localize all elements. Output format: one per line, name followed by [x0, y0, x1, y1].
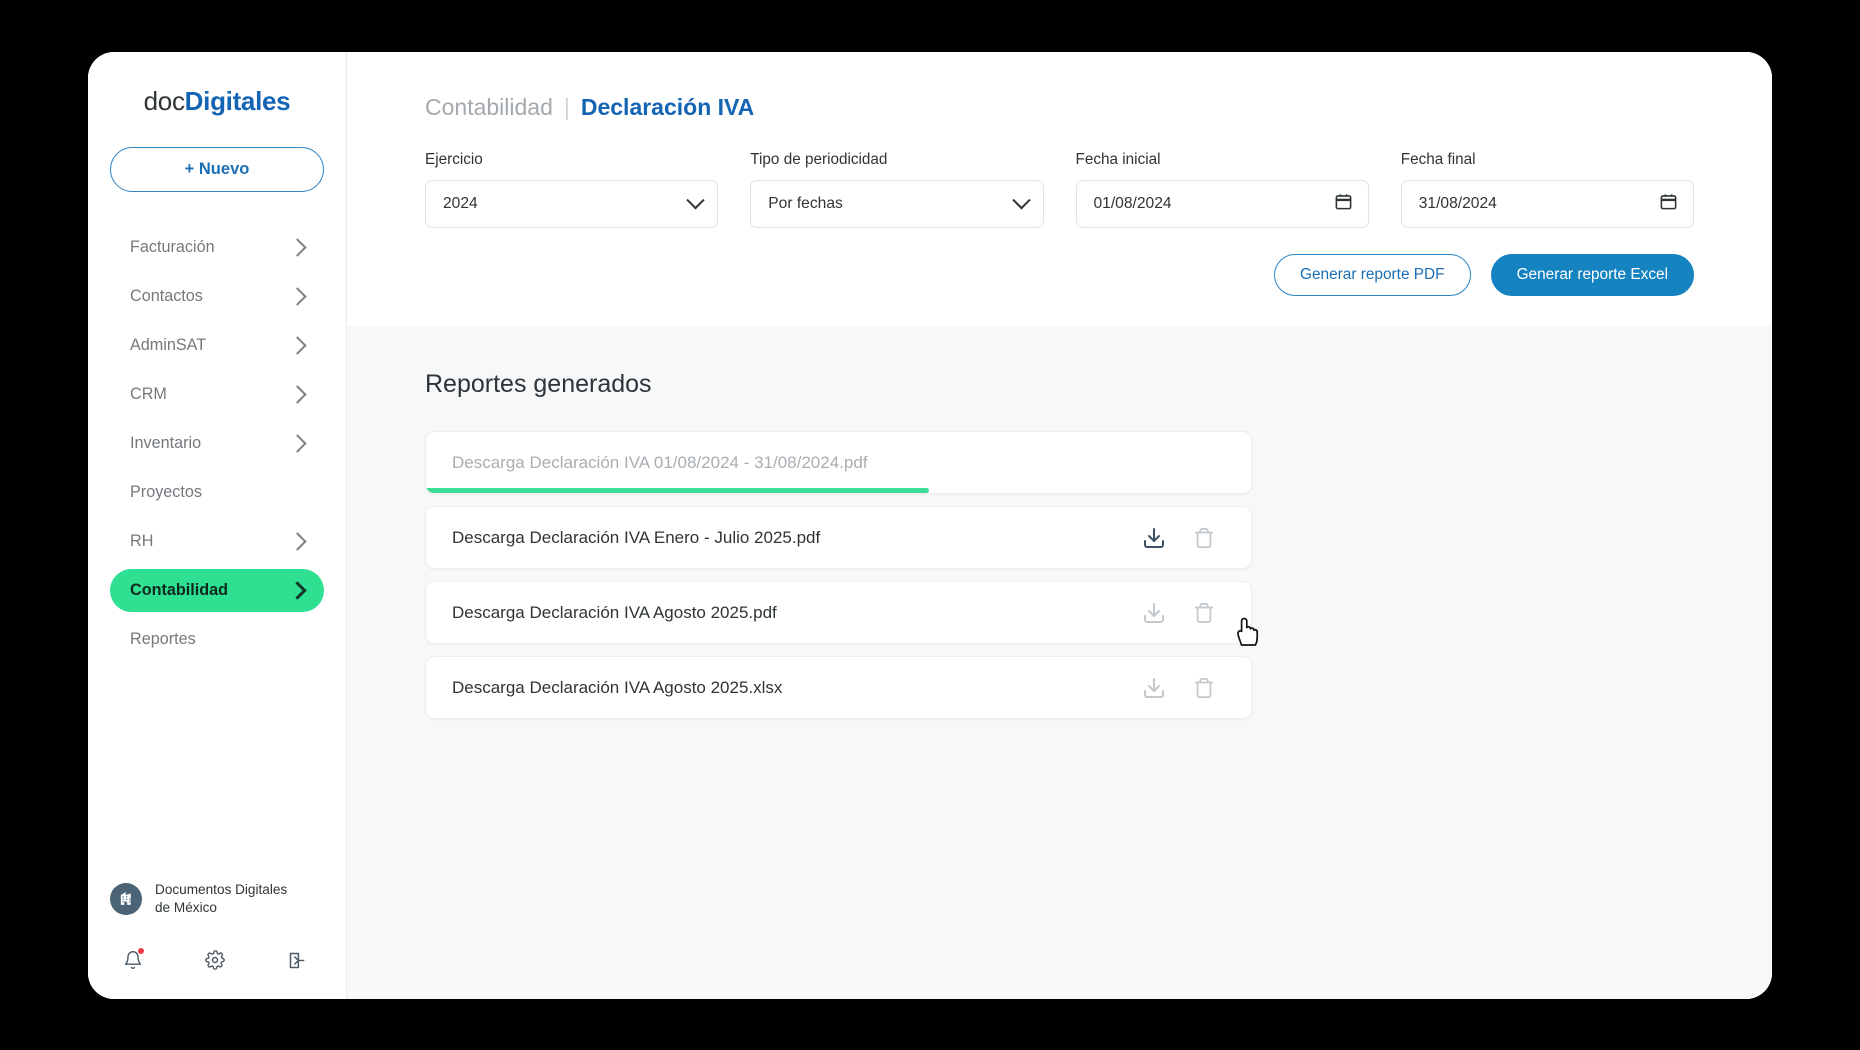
download-icon[interactable]: [1141, 675, 1167, 701]
download-progress-fill: [426, 488, 930, 493]
report-file-name: Descarga Declaración IVA Agosto 2025.pdf: [452, 602, 777, 622]
sidebar-item-label: AdminSAT: [130, 336, 207, 354]
field-ejercicio: Ejercicio 2024: [425, 151, 719, 228]
report-row[interactable]: Descarga Declaración IVA Agosto 2025.xls…: [425, 656, 1252, 719]
sidebar-item-label: Facturación: [130, 238, 215, 256]
sidebar-item-contactos[interactable]: Contactos: [110, 275, 324, 318]
ejercicio-select[interactable]: 2024: [425, 180, 719, 228]
report-list: Descarga Declaración IVA 01/08/2024 - 31…: [425, 431, 1252, 719]
fecha-inicial-input[interactable]: 01/08/2024: [1075, 180, 1369, 228]
chevron-right-icon: [288, 385, 307, 404]
topbar: Contabilidad | Declaración IVA Ejercicio…: [347, 52, 1772, 326]
sidebar-footer: Documentos Digitales de México: [88, 881, 346, 999]
sidebar-item-label: Contactos: [130, 287, 203, 305]
page-title: Declaración IVA: [580, 94, 755, 120]
trash-icon[interactable]: [1191, 525, 1217, 551]
chevron-down-icon: [1011, 190, 1031, 209]
fecha-final-input[interactable]: 31/08/2024: [1400, 180, 1694, 228]
sidebar-item-contabilidad[interactable]: Contabilidad: [110, 569, 324, 612]
sidebar-item-rh[interactable]: RH: [110, 520, 324, 563]
download-progress-bar: [426, 488, 1251, 493]
brand-logo: docDigitales: [88, 86, 346, 117]
trash-icon[interactable]: [1191, 600, 1217, 626]
building-icon: [110, 882, 142, 915]
trash-icon[interactable]: [1191, 675, 1217, 701]
app-window: docDigitales + Nuevo Facturación Contact…: [88, 52, 1772, 999]
brand-logo-doc: doc: [143, 86, 185, 116]
sidebar-item-label: Inventario: [130, 434, 202, 452]
brand-logo-digitales: Digitales: [184, 86, 291, 116]
download-icon[interactable]: [1141, 525, 1167, 551]
organization-info[interactable]: Documentos Digitales de México: [110, 881, 324, 917]
logout-icon[interactable]: [284, 947, 310, 973]
generate-pdf-button[interactable]: Generar reporte PDF: [1274, 254, 1471, 296]
organization-name: Documentos Digitales de México: [155, 881, 287, 917]
reports-section-title: Reportes generados: [425, 370, 652, 398]
generate-excel-button[interactable]: Generar reporte Excel: [1490, 254, 1694, 296]
report-row-pending: Descarga Declaración IVA 01/08/2024 - 31…: [425, 431, 1252, 494]
report-row[interactable]: Descarga Declaración IVA Enero - Julio 2…: [425, 506, 1252, 569]
breadcrumb-separator: |: [563, 94, 570, 120]
actions-row: Generar reporte PDF Generar reporte Exce…: [347, 228, 1772, 326]
row-actions: [1141, 525, 1229, 551]
report-row[interactable]: Descarga Declaración IVA Agosto 2025.pdf: [425, 581, 1252, 644]
calendar-icon[interactable]: [1659, 192, 1678, 216]
periodicidad-select[interactable]: Por fechas: [750, 180, 1044, 228]
breadcrumb-parent[interactable]: Contabilidad: [425, 94, 553, 120]
report-file-name: Descarga Declaración IVA 01/08/2024 - 31…: [452, 452, 868, 472]
sidebar-item-label: Contabilidad: [130, 581, 229, 599]
field-periodicidad: Tipo de periodicidad Por fechas: [750, 151, 1044, 228]
sidebar-item-adminsat[interactable]: AdminSAT: [110, 324, 324, 367]
organization-name-line1: Documentos Digitales: [155, 881, 288, 897]
chevron-right-icon: [288, 238, 307, 257]
chevron-right-icon: [288, 434, 307, 453]
chevron-right-icon: [288, 287, 307, 306]
notification-badge: [138, 948, 144, 954]
fecha-inicial-value: 01/08/2024: [1093, 195, 1172, 212]
main-area: Contabilidad | Declaración IVA Ejercicio…: [347, 52, 1772, 999]
chevron-right-icon: [288, 581, 307, 600]
field-label: Tipo de periodicidad: [750, 151, 888, 168]
chevron-right-icon: [288, 336, 307, 355]
content-area: Reportes generados Descarga Declaración …: [347, 326, 1772, 999]
sidebar-item-crm[interactable]: CRM: [110, 373, 324, 416]
field-label: Ejercicio: [425, 151, 483, 168]
sidebar-item-inventario[interactable]: Inventario: [110, 422, 324, 465]
ejercicio-value: 2024: [443, 195, 478, 212]
sidebar-item-label: Reportes: [130, 630, 196, 648]
sidebar-nav: Facturación Contactos AdminSAT CRM Inven…: [88, 226, 346, 667]
sidebar-item-reportes[interactable]: Reportes: [110, 618, 324, 661]
sidebar-item-label: Proyectos: [130, 483, 202, 501]
filters-row: Ejercicio 2024 Tipo de periodicidad Por …: [347, 151, 1772, 228]
row-actions: [1141, 675, 1229, 701]
sidebar-item-proyectos[interactable]: Proyectos: [110, 471, 324, 514]
new-button[interactable]: + Nuevo: [110, 147, 324, 192]
field-fecha-inicial: Fecha inicial 01/08/2024: [1075, 151, 1369, 228]
sidebar-item-label: CRM: [130, 385, 167, 403]
gear-icon[interactable]: [202, 947, 228, 973]
report-file-name: Descarga Declaración IVA Enero - Julio 2…: [452, 527, 821, 547]
field-label: Fecha final: [1400, 151, 1476, 168]
breadcrumb: Contabilidad | Declaración IVA: [347, 94, 1772, 121]
sidebar-item-label: RH: [130, 532, 154, 550]
download-icon[interactable]: [1141, 600, 1167, 626]
organization-name-line2: de México: [155, 899, 217, 915]
bell-icon[interactable]: [120, 947, 146, 973]
report-file-name: Descarga Declaración IVA Agosto 2025.xls…: [452, 677, 783, 697]
fecha-final-value: 31/08/2024: [1418, 195, 1497, 212]
chevron-right-icon: [288, 532, 307, 551]
periodicidad-value: Por fechas: [768, 195, 843, 212]
field-label: Fecha inicial: [1075, 151, 1161, 168]
field-fecha-final: Fecha final 31/08/2024: [1400, 151, 1694, 228]
sidebar: docDigitales + Nuevo Facturación Contact…: [88, 52, 347, 999]
sidebar-utility-icons: [110, 947, 324, 973]
row-actions: [1141, 600, 1229, 626]
calendar-icon[interactable]: [1334, 192, 1353, 216]
sidebar-item-facturacion[interactable]: Facturación: [110, 226, 324, 269]
chevron-down-icon: [686, 190, 705, 209]
